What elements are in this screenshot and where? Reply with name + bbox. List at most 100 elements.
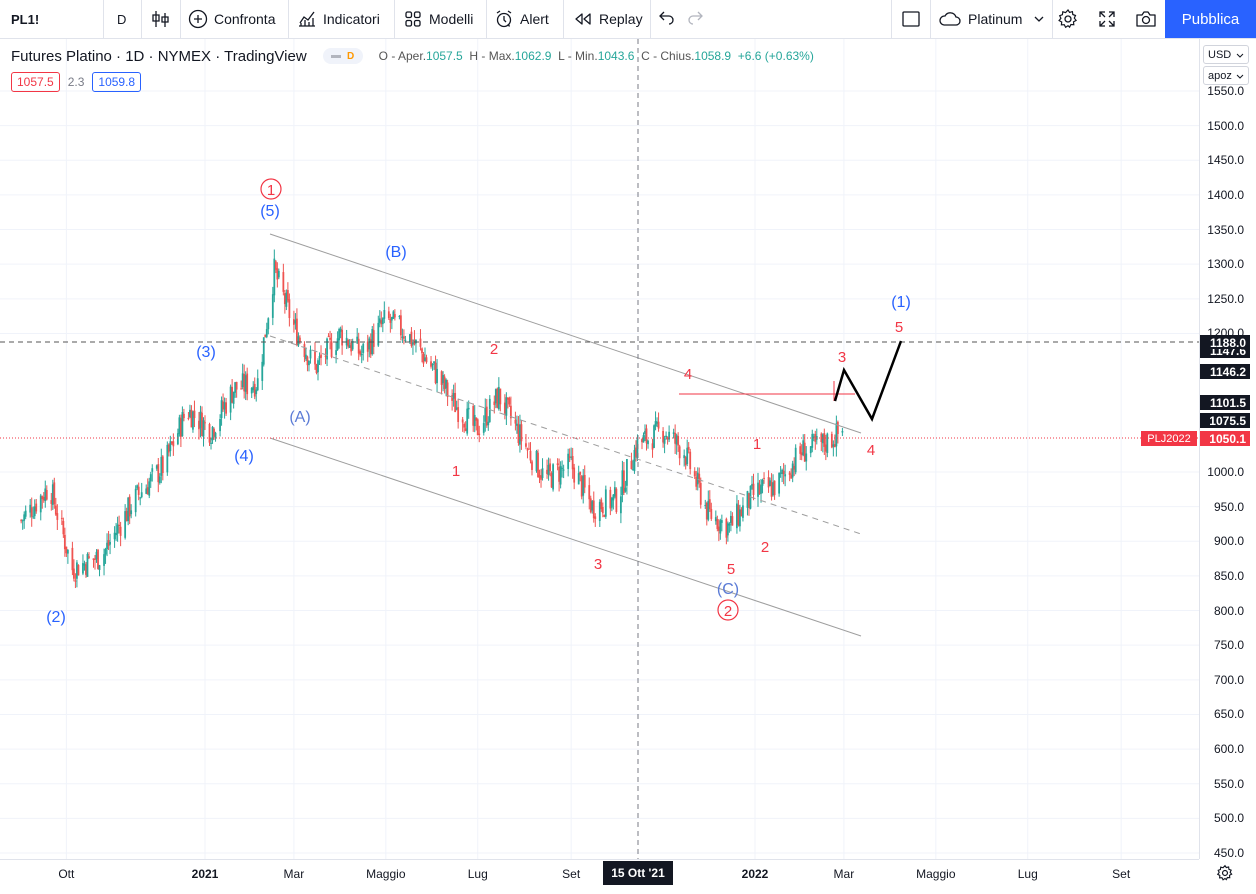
layout-button[interactable] bbox=[901, 0, 921, 38]
candle-body bbox=[570, 456, 573, 458]
price-chart[interactable]: 1 (5) (B) (3) (A) (4) (2) (C) 2 (1) 2 1 … bbox=[0, 39, 1199, 859]
data-status-pill[interactable]: D bbox=[322, 48, 363, 64]
indicators-button[interactable]: Indicatori bbox=[297, 0, 380, 38]
candle-body bbox=[199, 411, 202, 428]
candle-body bbox=[151, 468, 154, 472]
channel-upper-line[interactable] bbox=[269, 233, 862, 434]
candle-body bbox=[190, 409, 193, 428]
candle-body bbox=[636, 437, 639, 458]
chart-type-button[interactable] bbox=[151, 0, 171, 38]
candle-body bbox=[487, 421, 490, 426]
candle-body bbox=[517, 424, 520, 443]
candle-body bbox=[604, 489, 607, 517]
candle-body bbox=[293, 319, 295, 325]
candle-body bbox=[169, 441, 172, 452]
undo-button[interactable] bbox=[658, 0, 676, 38]
candle-body bbox=[314, 351, 316, 365]
price-label-crosshair: 1188.0 bbox=[1200, 335, 1250, 350]
candle-body bbox=[95, 551, 98, 560]
compare-button[interactable]: Confronta bbox=[188, 0, 275, 38]
candle-body bbox=[485, 406, 488, 426]
candle-body bbox=[499, 388, 502, 405]
candle-body bbox=[496, 388, 499, 408]
candle-body bbox=[74, 580, 77, 582]
replay-button[interactable]: Replay bbox=[573, 0, 643, 38]
gear-icon[interactable] bbox=[1216, 864, 1234, 882]
ask-button[interactable]: 1059.8 bbox=[92, 72, 142, 92]
projection-path[interactable] bbox=[833, 340, 903, 422]
alert-button[interactable]: Alert bbox=[494, 0, 549, 38]
candle-body bbox=[327, 335, 330, 337]
interval-button[interactable]: D bbox=[117, 0, 126, 38]
currency-select[interactable]: USD bbox=[1203, 45, 1249, 64]
templates-button[interactable]: Modelli bbox=[403, 0, 473, 38]
candle-body bbox=[308, 360, 310, 366]
candle-body bbox=[440, 371, 443, 385]
price-axis[interactable]: 1550.0 1500.0 1450.0 1400.0 1350.0 1300.0 1250… bbox=[1199, 39, 1256, 860]
templates-label: Modelli bbox=[429, 11, 474, 27]
candle-body bbox=[53, 482, 56, 505]
redo-icon bbox=[688, 11, 703, 25]
candle-body bbox=[425, 357, 428, 363]
candle-body bbox=[476, 419, 479, 436]
candle-body bbox=[271, 294, 274, 318]
legend-title[interactable]: Futures Platino · 1D · NYMEX · TradingVi… bbox=[11, 47, 307, 65]
time-axis[interactable]: Ott 2021 Mar Maggio Lug Set 2022 Mar Maggio Lug Se… bbox=[0, 859, 1199, 894]
chevron-down-icon bbox=[1236, 74, 1244, 79]
bid-button[interactable]: 1057.5 bbox=[11, 72, 60, 92]
candle-body bbox=[256, 378, 259, 391]
candle-body bbox=[140, 492, 143, 498]
candle-body bbox=[166, 444, 169, 473]
time-tick: Set bbox=[1112, 867, 1131, 881]
candle-body bbox=[451, 395, 454, 401]
candle-body bbox=[339, 328, 342, 332]
layout-name-label: Platinum bbox=[968, 11, 1023, 27]
candle-body bbox=[823, 433, 826, 447]
channel-midline[interactable] bbox=[269, 335, 862, 535]
candle-body bbox=[598, 501, 601, 522]
candle-body bbox=[686, 447, 689, 464]
snapshot-button[interactable] bbox=[1135, 0, 1157, 38]
candle-body bbox=[446, 382, 449, 398]
candle-body bbox=[357, 338, 360, 354]
candle-body bbox=[44, 488, 47, 501]
candle-body bbox=[538, 475, 541, 478]
candle-body bbox=[647, 440, 649, 445]
candle-body bbox=[689, 451, 692, 470]
candle-body bbox=[571, 455, 574, 470]
candle-body bbox=[663, 438, 666, 444]
candle-body bbox=[746, 491, 749, 508]
candle-body bbox=[535, 450, 538, 472]
price-label-4: 1075.5 bbox=[1200, 413, 1250, 428]
alarm-clock-icon bbox=[496, 10, 512, 28]
price-tick: 550.0 bbox=[1213, 776, 1244, 791]
candle-body bbox=[139, 497, 142, 499]
candle-body bbox=[350, 342, 353, 352]
candle-body bbox=[42, 496, 45, 501]
fullscreen-button[interactable] bbox=[1097, 0, 1117, 38]
candle-body bbox=[211, 426, 214, 441]
symbol-search-button[interactable]: PL1! bbox=[11, 0, 39, 38]
candle-body bbox=[309, 349, 312, 359]
scale-mode-select[interactable]: apoz bbox=[1203, 66, 1249, 85]
candle-body bbox=[181, 412, 184, 437]
candle-body bbox=[506, 397, 509, 400]
redo-button[interactable] bbox=[686, 0, 704, 38]
layout-name-button[interactable]: Platinum bbox=[938, 0, 1046, 38]
candle-body bbox=[412, 342, 414, 345]
candle-body bbox=[92, 558, 95, 560]
candle-body bbox=[803, 442, 806, 462]
settings-button[interactable] bbox=[1057, 0, 1079, 38]
rewind-icon bbox=[575, 13, 591, 25]
candle-body bbox=[621, 470, 624, 496]
channel-lower-line[interactable] bbox=[269, 437, 862, 637]
candle-body bbox=[769, 480, 771, 487]
candle-body bbox=[303, 344, 306, 358]
candle-body bbox=[158, 476, 161, 483]
candle-body bbox=[781, 469, 784, 475]
candle-body bbox=[223, 402, 226, 410]
undo-icon bbox=[659, 11, 674, 25]
candle-body bbox=[183, 413, 185, 419]
indicators-icon bbox=[299, 11, 315, 27]
publish-button[interactable]: Pubblica bbox=[1165, 0, 1256, 38]
